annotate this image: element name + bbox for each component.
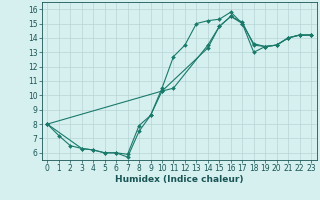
X-axis label: Humidex (Indice chaleur): Humidex (Indice chaleur) xyxy=(115,175,244,184)
